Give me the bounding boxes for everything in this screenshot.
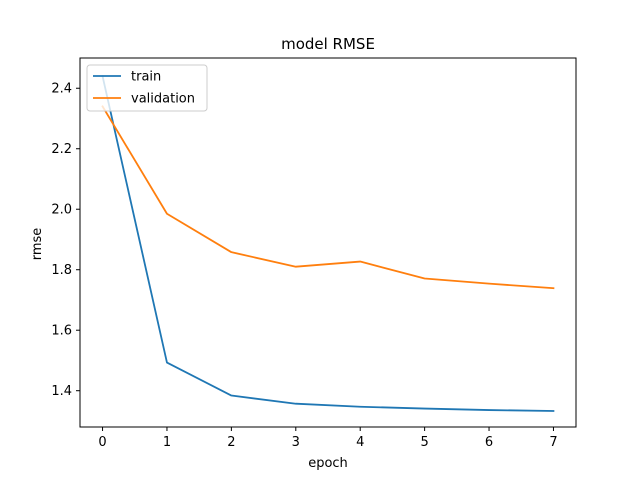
y-tick-label: 1.8: [51, 263, 72, 278]
x-tick-label: 0: [98, 435, 106, 450]
legend-label-validation: validation: [131, 92, 195, 107]
x-tick-label: 4: [356, 435, 364, 450]
series-line-train: [101, 75, 555, 412]
y-tick-label: 2.0: [51, 203, 72, 218]
legend: train validation: [86, 64, 208, 112]
x-tick-label: 3: [292, 435, 300, 450]
plot-area: 0 1 2 3 4 5 6 7 1.4 1.6 1.8 2.0 2.2 2.4: [51, 57, 577, 450]
x-axis-label: epoch: [308, 456, 348, 471]
chart-title: model RMSE: [281, 35, 375, 53]
y-tick-label: 1.6: [51, 324, 72, 339]
y-axis-label: rmse: [30, 228, 45, 261]
x-tick-label: 1: [163, 435, 171, 450]
legend-label-train: train: [131, 70, 161, 85]
x-tick-label: 7: [549, 435, 557, 450]
axes-frame: [79, 57, 577, 428]
y-tick-label: 2.4: [51, 82, 72, 97]
series-line-validation: [101, 105, 555, 290]
x-tick-label: 5: [420, 435, 428, 450]
x-tick-label: 2: [227, 435, 235, 450]
y-tick-label: 2.2: [51, 142, 72, 157]
x-tick-label: 6: [485, 435, 493, 450]
y-tick-label: 1.4: [51, 384, 72, 399]
